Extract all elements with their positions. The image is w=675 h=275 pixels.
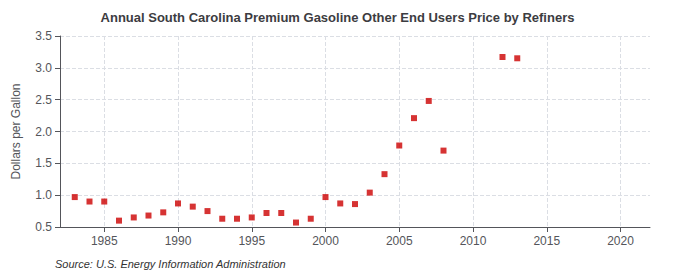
svg-text:3.0: 3.0 [35,61,52,75]
svg-text:2015: 2015 [533,234,560,248]
svg-text:2.5: 2.5 [35,93,52,107]
svg-text:1995: 1995 [238,234,265,248]
svg-text:2020: 2020 [607,234,634,248]
svg-text:Source: U.S. Energy Informatio: Source: U.S. Energy Information Administ… [55,258,286,270]
svg-text:1985: 1985 [91,234,118,248]
svg-text:3.5: 3.5 [35,29,52,43]
svg-text:2010: 2010 [460,234,487,248]
svg-text:Annual South Carolina Premium: Annual South Carolina Premium Gasoline O… [101,10,575,25]
svg-text:2000: 2000 [312,234,339,248]
svg-text:0.5: 0.5 [35,220,52,234]
svg-text:1.5: 1.5 [35,156,52,170]
svg-text:2.0: 2.0 [35,125,52,139]
svg-text:1990: 1990 [165,234,192,248]
svg-text:1.0: 1.0 [35,188,52,202]
svg-text:Dollars per Gallon: Dollars per Gallon [9,83,23,179]
svg-text:2005: 2005 [386,234,413,248]
